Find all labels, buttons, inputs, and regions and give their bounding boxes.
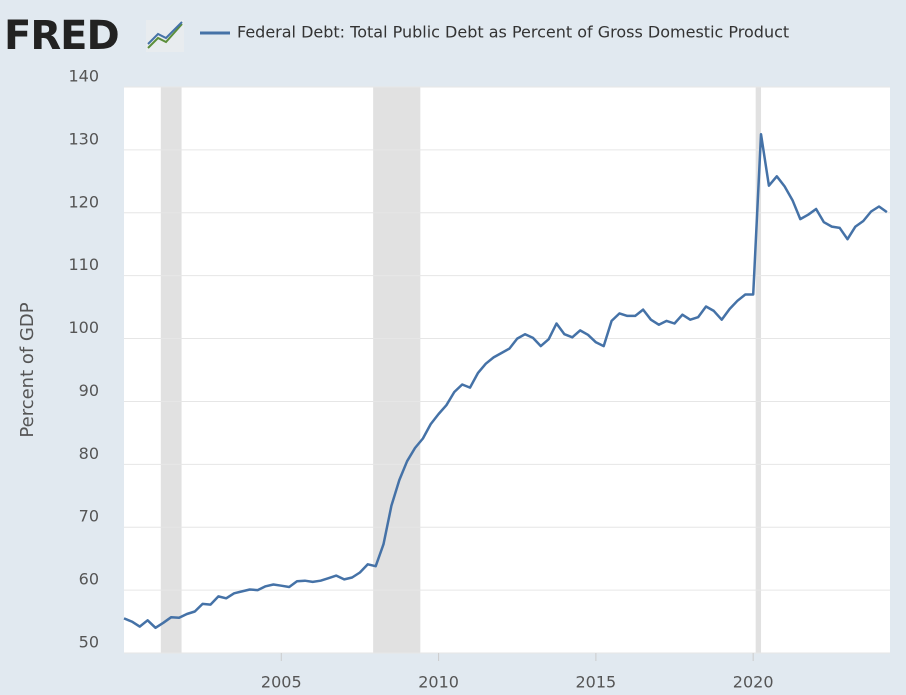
y-tick-label: 80 (79, 444, 99, 463)
x-tick-label: 2015 (576, 673, 617, 692)
plot-area (124, 87, 890, 653)
y-tick-label: 140 (68, 67, 99, 86)
y-tick-label: 50 (79, 633, 99, 652)
x-tick-label: 2010 (418, 673, 459, 692)
x-tick-label: 2005 (261, 673, 302, 692)
y-tick-label: 60 (79, 570, 99, 589)
logo-icon (146, 20, 184, 52)
y-tick-label: 90 (79, 381, 99, 400)
y-tick-label: 130 (68, 129, 99, 148)
recession-band (755, 87, 762, 653)
y-tick-label: 70 (79, 507, 99, 526)
y-axis-label: Percent of GDP (17, 302, 38, 437)
y-tick-label: 120 (68, 192, 99, 211)
recession-band (373, 87, 421, 653)
x-tick-label: 2020 (733, 673, 774, 692)
y-tick-label: 110 (68, 255, 99, 274)
data-line (123, 132, 888, 630)
brand-logo[interactable]: FRED (4, 13, 120, 59)
legend-label: Federal Debt: Total Public Debt as Perce… (237, 23, 789, 42)
recession-band (160, 87, 182, 653)
y-tick-label: 100 (68, 318, 99, 337)
